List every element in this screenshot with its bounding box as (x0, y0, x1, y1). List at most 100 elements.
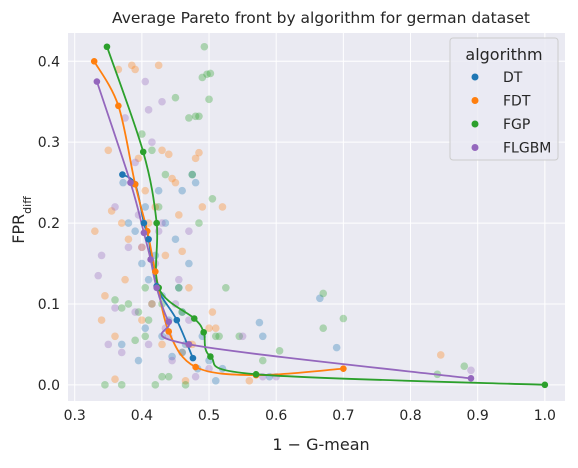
pareto-point-fgp (139, 148, 147, 156)
scatter-point-dt (316, 294, 324, 303)
legend-entries: DT FDT FGP FLGBM (471, 70, 551, 157)
x-tick-label: 0.7 (332, 408, 354, 424)
pareto-point-flgbm (165, 318, 173, 326)
scatter-point-fgp (175, 283, 183, 292)
scatter-point-fgp (181, 381, 190, 389)
scatter-point-fgp (195, 219, 203, 227)
scatter-point-fdt (107, 207, 116, 215)
scatter-point-fdt (111, 332, 119, 341)
x-tick-label: 0.5 (198, 408, 220, 424)
x-tick-label: 0.8 (399, 408, 421, 424)
pareto-point-fgp (190, 315, 198, 322)
scatter-point-dt (185, 259, 193, 268)
scatter-point-flgbm (111, 304, 119, 312)
scatter-point-fgp (154, 203, 163, 211)
scatter-point-fdt (178, 247, 186, 256)
scatter-point-dt (171, 235, 180, 244)
scatter-point-flgbm (117, 348, 126, 357)
scatter-point-fgp (188, 170, 197, 179)
scatter-point-fdt (121, 275, 129, 284)
scatter-point-fgp (205, 95, 213, 104)
scatter-point-fdt (144, 219, 153, 227)
legend-marker-fgp (471, 120, 479, 128)
scatter-point-dt (131, 227, 139, 235)
scatter-point-dt (191, 178, 200, 187)
scatter-point-flgbm (131, 308, 139, 316)
pareto-point-fgp (200, 328, 207, 336)
scatter-point-fdt (245, 376, 254, 385)
scatter-point-fgp (203, 70, 211, 79)
scatter-point-fdt (195, 148, 203, 157)
scatter-point-fdt (111, 375, 119, 383)
scatter-point-fdt (185, 283, 193, 292)
scatter-point-fgp (151, 381, 160, 389)
scatter-point-fdt (168, 174, 176, 183)
legend-label-flgbm: FLGBM (503, 141, 551, 157)
legend: algorithm DT FDT FGP FLGBM (449, 37, 559, 161)
scatter-point-fgp (138, 130, 146, 138)
legend-label-dt: DT (503, 70, 523, 86)
y-tick-label: 0.3 (38, 135, 60, 151)
pareto-point-flgbm (147, 256, 154, 263)
legend-marker-fdt (471, 97, 479, 104)
scatter-point-fgp (222, 283, 230, 292)
pareto-point-fgp (153, 219, 160, 227)
pareto-point-flgbm (140, 229, 148, 237)
x-tick-label: 0.4 (131, 408, 153, 424)
scatter-point-dt (255, 318, 264, 327)
scatter-point-fdt (181, 376, 190, 385)
scatter-point-flgbm (121, 114, 129, 122)
scatter-point-flgbm (104, 340, 113, 349)
pareto-point-dt (145, 235, 152, 243)
scatter-point-flgbm (124, 243, 133, 252)
scatter-point-fgp (161, 170, 170, 179)
chart-title: Average Pareto front by algorithm for ge… (112, 9, 530, 27)
scatter-points (91, 42, 475, 389)
scatter-point-dt (258, 332, 267, 341)
pareto-point-dt (173, 316, 181, 324)
scatter-point-fdt (148, 300, 156, 308)
scatter-point-fdt (171, 178, 180, 187)
scatter-point-fgp (131, 336, 139, 345)
pareto-point-flgbm (127, 179, 134, 186)
scatter-point-fdt (198, 203, 207, 211)
scatter-point-fgp (206, 69, 215, 78)
scatter-point-flgbm (111, 203, 119, 211)
scatter-point-fgp (460, 362, 469, 371)
pareto-curve-fgp (106, 46, 545, 386)
x-tick-label: 0.6 (265, 408, 287, 424)
x-axis-label: 1 − G-mean (272, 435, 369, 454)
scatter-point-fdt (91, 227, 99, 235)
scatter-point-fdt (124, 235, 133, 244)
scatter-point-fdt (128, 61, 136, 70)
scatter-point-flgbm (94, 271, 103, 280)
scatter-point-dt (178, 308, 186, 316)
scatter-point-fgp (200, 42, 209, 51)
scatter-point-fgp (195, 112, 203, 121)
legend-title: algorithm (465, 45, 542, 64)
scatter-point-flgbm (185, 227, 193, 235)
scatter-point-fgp (124, 300, 133, 308)
scatter-point-dt (134, 356, 143, 365)
scatter-point-fgp (117, 304, 126, 312)
legend-label-fgp: FGP (503, 117, 530, 133)
scatter-point-fgp (339, 314, 348, 323)
scatter-point-fgp (144, 316, 153, 324)
scatter-point-dt (168, 352, 176, 361)
scatter-point-flgbm (158, 97, 166, 106)
scatter-point-fdt (104, 146, 113, 155)
scatter-point-dt (141, 203, 150, 211)
scatter-point-fgp (208, 195, 217, 203)
scatter-point-fgp (111, 296, 119, 304)
x-tick-label: 0.9 (467, 408, 489, 424)
scatter-point-fgp (198, 73, 207, 82)
pareto-point-flgbm (467, 375, 475, 382)
scatter-point-fgp (191, 112, 200, 121)
scatter-point-fdt (117, 219, 126, 227)
scatter-point-dt (178, 186, 186, 195)
scatter-point-fdt (158, 146, 166, 155)
scatter-point-flgbm (154, 227, 163, 235)
scatter-point-fgp (101, 381, 109, 389)
legend-label-fdt: FDT (503, 94, 531, 110)
scatter-point-flgbm (144, 340, 153, 349)
